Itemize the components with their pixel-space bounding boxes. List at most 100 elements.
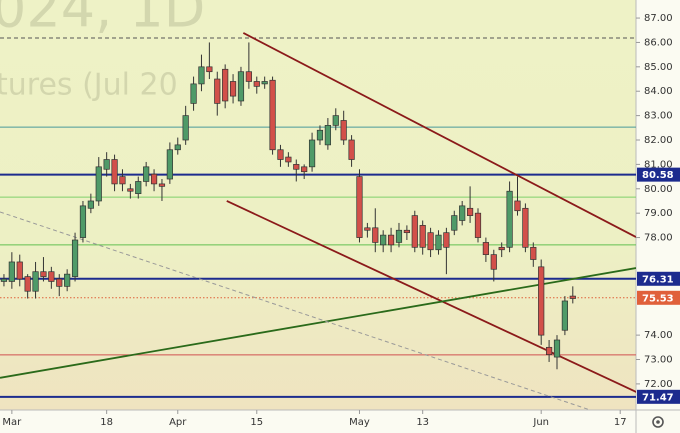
candle-body	[490, 254, 497, 270]
price-axis-background	[636, 0, 680, 433]
x-tick-label: May	[349, 417, 370, 428]
candle-body	[356, 176, 363, 238]
settings-icon[interactable]	[652, 416, 664, 428]
candle-body	[419, 225, 426, 248]
candle-body	[150, 173, 158, 185]
candle-body	[474, 212, 482, 238]
candle-body	[71, 239, 79, 277]
level-label: 71.47	[642, 392, 674, 403]
candle-body	[435, 234, 442, 251]
candle-body	[545, 346, 553, 355]
candle-body	[269, 79, 276, 151]
candle-body	[395, 229, 403, 243]
y-tick-label: 85.00	[644, 62, 673, 73]
candle-body	[569, 295, 576, 299]
y-tick-label: 72.00	[644, 379, 673, 390]
candle-body	[95, 166, 102, 202]
time-axis-background	[0, 410, 636, 433]
level-label-box	[637, 290, 680, 305]
candle-body	[16, 261, 23, 280]
level-label: 76.31	[642, 274, 674, 285]
candle-body	[214, 78, 221, 104]
candle-body	[198, 66, 205, 85]
y-tick-label: 84.00	[644, 86, 673, 97]
candle-body	[64, 273, 71, 287]
x-tick-label: Mar	[2, 417, 22, 428]
y-tick-label: 83.00	[644, 111, 673, 122]
candle-body	[190, 83, 197, 104]
axes: 87.00 86.00 85.00 84.00 83.00 82.00 81.00 80.00…	[2, 13, 680, 428]
candle-body	[8, 261, 15, 282]
x-tick-label: Jun	[532, 417, 549, 428]
candle-body	[261, 81, 268, 85]
candle-body	[530, 246, 537, 260]
candle-body	[538, 266, 545, 336]
candle-body	[87, 200, 94, 209]
level-label-box	[637, 271, 680, 286]
candle-body	[340, 120, 347, 141]
y-tick-label: 79.00	[644, 208, 673, 219]
candle-body	[79, 205, 87, 238]
y-tick-label: 78.00	[644, 233, 673, 244]
candle-body	[561, 300, 568, 331]
y-tick-label: 82.00	[644, 135, 673, 146]
candle-body	[48, 271, 55, 282]
candle-body	[166, 149, 173, 180]
candle-body	[514, 200, 521, 212]
candle-body	[372, 227, 379, 243]
x-tick-label: 18	[100, 417, 113, 428]
candle-body	[466, 207, 474, 216]
candle-body	[237, 71, 245, 102]
candle-body	[206, 66, 213, 73]
candle-body	[285, 156, 292, 163]
candle-body	[143, 166, 150, 182]
trend-line	[0, 267, 636, 379]
watermark-name: tures (Jul 20	[0, 68, 178, 103]
candle-body	[553, 339, 561, 358]
x-tick-label: 13	[416, 417, 429, 428]
candle-body	[182, 115, 189, 141]
candle-body	[506, 190, 513, 248]
y-tick-label: 80.00	[644, 184, 673, 195]
candle-body	[277, 149, 284, 160]
candle-body	[56, 278, 63, 287]
candle-body	[411, 215, 418, 248]
candle-body	[0, 278, 8, 282]
plot-area: 024, 1D tures (Jul 20	[0, 0, 636, 410]
candle-body	[293, 164, 300, 170]
x-tick-label: Apr	[169, 417, 187, 428]
candle-body	[24, 276, 31, 292]
candle-body	[364, 227, 371, 231]
candle-body	[111, 159, 118, 185]
candle-body	[403, 229, 410, 234]
candle-body	[119, 176, 126, 185]
candle-body	[348, 139, 355, 160]
candle-body	[451, 215, 458, 231]
candle-body	[127, 188, 134, 192]
watermark-symbol: 024, 1D	[0, 0, 205, 40]
trend-line	[0, 211, 591, 410]
candle-body	[253, 81, 260, 87]
candle-body	[316, 129, 324, 141]
x-tick-label: 15	[250, 417, 263, 428]
candle-body	[174, 144, 181, 151]
candle-body	[332, 115, 339, 126]
trend-line	[226, 200, 636, 393]
candle-body	[443, 232, 450, 248]
candle-body	[245, 71, 252, 82]
candle-body	[380, 234, 387, 246]
x-tick-label: 17	[614, 417, 627, 428]
candle-body	[135, 181, 142, 195]
candle-body	[459, 205, 466, 221]
y-tick-label: 73.00	[644, 355, 673, 366]
level-label-box	[637, 167, 680, 182]
candle-body	[158, 183, 166, 187]
plot-background	[0, 0, 636, 410]
level-label-box	[637, 389, 680, 404]
candle-body	[522, 207, 529, 248]
candle-body	[308, 139, 316, 168]
y-tick-label: 81.00	[644, 159, 673, 170]
candle-body	[222, 68, 229, 102]
y-tick-label: 86.00	[644, 37, 673, 48]
